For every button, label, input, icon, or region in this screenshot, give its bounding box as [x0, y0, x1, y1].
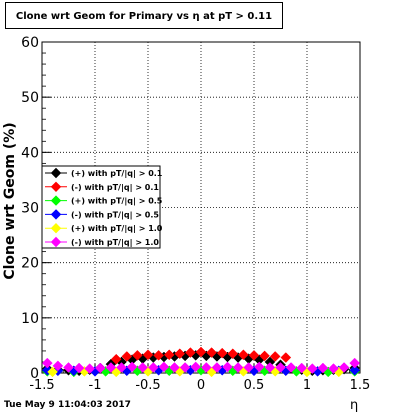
data-point — [169, 362, 180, 373]
data-point — [248, 349, 260, 361]
y-tick-label: 10 — [21, 311, 39, 327]
data-point — [94, 362, 106, 374]
data-point — [147, 362, 159, 373]
data-point — [338, 362, 350, 373]
data-point — [259, 350, 270, 362]
timestamp: Tue May 9 11:04:03 2017 — [4, 400, 131, 410]
data-point — [110, 353, 122, 365]
data-point — [200, 362, 212, 373]
data-point — [206, 347, 217, 358]
data-marks — [41, 346, 361, 378]
y-tick-label: 40 — [21, 145, 39, 161]
data-point — [232, 362, 244, 373]
legend-label: (-) with pT/|q| > 0.5 — [71, 210, 159, 219]
data-point — [116, 362, 127, 373]
legend: (+) with pT/|q| > 0.1 (-) with pT/|q| > 0… — [41, 165, 163, 249]
data-point — [52, 360, 64, 372]
legend-swatch-marker — [50, 181, 62, 193]
data-point — [185, 347, 196, 358]
data-point — [227, 348, 239, 360]
y-tick-label: 0 — [30, 366, 39, 382]
legend-label: (+) with pT/|q| > 1.0 — [71, 224, 163, 233]
x-tick-label: 1.5 — [350, 378, 371, 393]
x-tick-label: -1.5 — [29, 378, 54, 393]
legend-swatch-marker — [50, 167, 62, 179]
data-point — [142, 349, 154, 361]
legend-swatch-marker — [50, 222, 62, 234]
data-point — [84, 363, 96, 374]
data-point — [47, 366, 58, 378]
x-tick-label: 0.5 — [244, 378, 265, 393]
legend-swatch-marker — [50, 195, 62, 206]
data-point — [190, 361, 202, 373]
data-point — [317, 362, 329, 374]
data-point — [158, 361, 170, 373]
data-point — [153, 349, 164, 361]
data-point — [264, 362, 276, 373]
x-tick-label: -1 — [89, 378, 102, 393]
legend-box — [41, 165, 161, 249]
data-point — [137, 362, 149, 373]
data-point — [179, 362, 191, 373]
data-point — [280, 352, 292, 363]
legend-label: (-) with pT/|q| > 1.0 — [71, 238, 159, 247]
legend-swatch-marker — [50, 236, 62, 248]
data-point — [306, 363, 318, 374]
data-point — [238, 349, 249, 361]
data-point — [349, 357, 361, 369]
data-point — [222, 361, 233, 373]
y-tick-label: 50 — [21, 90, 39, 106]
data-point — [105, 362, 117, 373]
data-point — [195, 346, 207, 358]
data-point — [132, 349, 143, 361]
data-point — [121, 351, 133, 362]
data-point — [163, 349, 175, 361]
data-point — [296, 362, 308, 374]
legend-swatch-marker — [50, 209, 62, 220]
data-point — [243, 362, 255, 373]
legend-label: (+) with pT/|q| > 0.5 — [71, 197, 163, 206]
data-point — [269, 351, 281, 362]
y-tick-label: 30 — [21, 201, 39, 217]
data-point — [73, 362, 85, 374]
data-point — [285, 362, 297, 373]
data-point — [41, 357, 53, 369]
data-point — [63, 362, 74, 373]
data-point — [275, 362, 286, 373]
data-point — [211, 362, 223, 373]
chart-title: Clone wrt Geom for Primary vs η at pT > … — [5, 2, 283, 29]
y-tick-label: 60 — [21, 35, 39, 51]
axis-ticks: -1.5 -1 -0.5 0 0.5 1 1.5 0 10 20 30 40 50 60 — [21, 35, 370, 393]
data-point — [174, 348, 186, 360]
x-tick-label: 0 — [197, 378, 205, 393]
data-point — [253, 361, 265, 373]
x-axis-label: η — [350, 398, 359, 413]
data-point — [328, 363, 339, 374]
data-point — [126, 361, 138, 373]
legend-label: (-) with pT/|q| > 0.1 — [71, 183, 159, 192]
legend-label: (+) with pT/|q| > 0.1 — [71, 169, 163, 178]
y-tick-label: 20 — [21, 256, 39, 272]
data-point — [349, 364, 361, 376]
x-tick-label: -0.5 — [135, 378, 160, 393]
x-tick-label: 1 — [303, 378, 311, 393]
data-point — [216, 347, 228, 359]
